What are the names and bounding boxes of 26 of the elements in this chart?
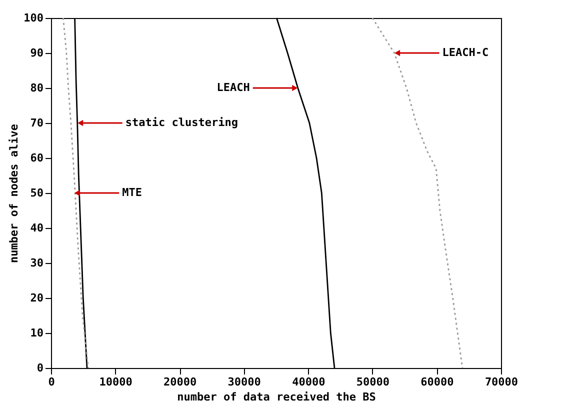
x-tick-label: 60000 bbox=[420, 376, 454, 388]
y-tick-label: 90 bbox=[30, 46, 44, 60]
y-tick-label: 60 bbox=[30, 152, 44, 164]
x-tick-label: 50000 bbox=[356, 376, 390, 388]
x-tick-label: 30000 bbox=[228, 376, 261, 388]
y-tick-label: 20 bbox=[30, 292, 44, 304]
annotation: LEACH bbox=[216, 81, 250, 94]
y-tick-label: 80 bbox=[30, 82, 44, 94]
y-tick-label: 30 bbox=[30, 256, 44, 270]
annotation: LEACH-C bbox=[442, 46, 489, 59]
x-tick-label: 70000 bbox=[484, 376, 518, 388]
x-axis-title: number of data received the BS bbox=[177, 390, 376, 404]
y-tick-label: 10 bbox=[30, 326, 44, 340]
y-axis-title: number of nodes alive bbox=[8, 124, 21, 264]
line-series bbox=[62, 17, 89, 369]
y-tick-label: 100 bbox=[24, 12, 44, 24]
y-tick-label: 70 bbox=[30, 116, 44, 130]
y-tick-label: 0 bbox=[36, 362, 44, 374]
annotation: static clustering bbox=[125, 116, 238, 129]
annotation: MTE bbox=[122, 186, 142, 199]
y-tick-label: 50 bbox=[30, 186, 44, 200]
x-tick-label: 40000 bbox=[292, 376, 326, 388]
x-tick-label: 10000 bbox=[99, 376, 132, 388]
y-tick-label: 40 bbox=[30, 222, 44, 234]
x-tick-label: 0 bbox=[48, 376, 55, 388]
x-tick-label: 20000 bbox=[164, 376, 197, 388]
